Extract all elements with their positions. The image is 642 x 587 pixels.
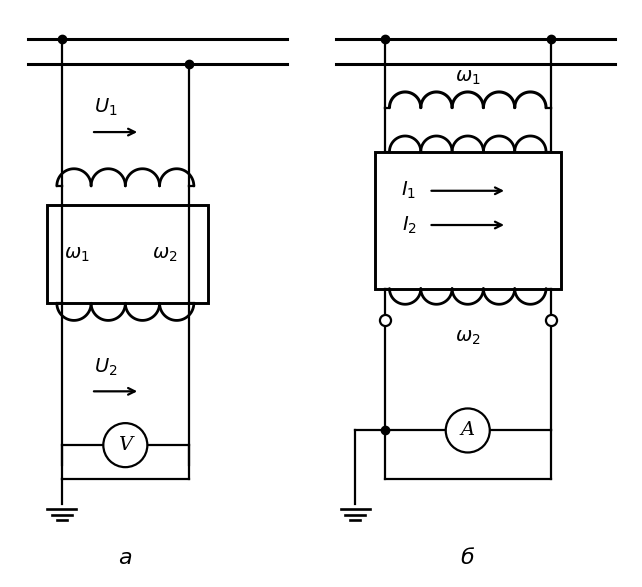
Text: $I_2$: $I_2$ — [401, 214, 417, 235]
Text: $б$: $б$ — [460, 546, 475, 569]
Circle shape — [103, 423, 148, 467]
Text: $ω_1$: $ω_1$ — [455, 69, 481, 87]
Text: $a$: $a$ — [118, 546, 132, 569]
Text: $I_1$: $I_1$ — [401, 180, 417, 201]
Circle shape — [446, 409, 490, 453]
Text: $U_2$: $U_2$ — [94, 356, 117, 377]
Text: $ω_2$: $ω_2$ — [152, 245, 177, 264]
Bar — [47, 205, 209, 303]
Text: A: A — [461, 421, 475, 440]
Text: $ω_2$: $ω_2$ — [455, 328, 481, 347]
Text: V: V — [118, 436, 132, 454]
Text: $U_1$: $U_1$ — [94, 97, 117, 118]
Bar — [375, 151, 560, 289]
Text: $ω_1$: $ω_1$ — [64, 245, 89, 264]
